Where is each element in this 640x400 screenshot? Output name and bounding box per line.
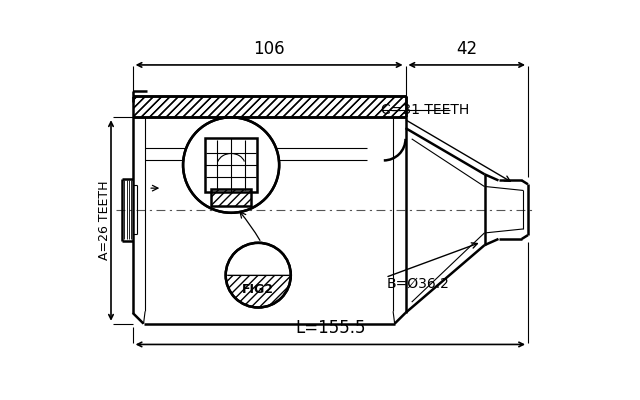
Text: 42: 42 bbox=[456, 40, 477, 58]
Text: 106: 106 bbox=[253, 40, 285, 58]
Text: B=Ø36.2: B=Ø36.2 bbox=[387, 277, 450, 291]
Circle shape bbox=[226, 243, 291, 308]
Text: C=31 TEETH: C=31 TEETH bbox=[381, 103, 469, 117]
Bar bbox=[132, 96, 406, 117]
Text: FIG2: FIG2 bbox=[243, 282, 275, 296]
Bar bbox=[211, 189, 252, 206]
Text: A=26 TEETH: A=26 TEETH bbox=[99, 181, 111, 260]
Bar bbox=[205, 138, 257, 192]
Bar bbox=[132, 96, 406, 117]
Bar bbox=[211, 189, 252, 206]
Text: L=155.5: L=155.5 bbox=[295, 319, 365, 337]
Circle shape bbox=[183, 117, 279, 213]
